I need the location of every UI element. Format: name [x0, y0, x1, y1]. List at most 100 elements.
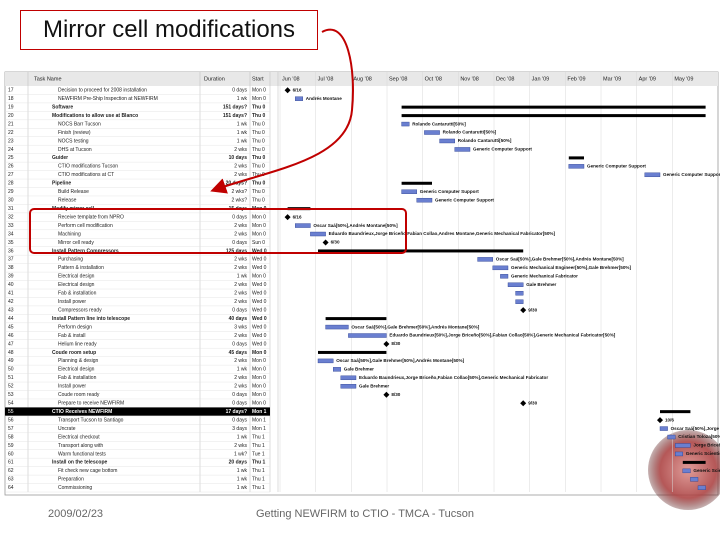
- task-bar: [492, 265, 509, 271]
- month-label: Jul '08: [318, 76, 334, 82]
- task-bar: [644, 172, 661, 178]
- month-label: Jun '08: [282, 76, 300, 82]
- task-duration: 3 days: [232, 426, 247, 432]
- selected-row: [5, 407, 270, 416]
- task-id: 46: [8, 333, 14, 339]
- task-start: Wed 0: [252, 341, 267, 347]
- task-id: 63: [8, 477, 14, 483]
- task-name: NEWFIRM Pre-Ship Inspection at NEWFIRM: [58, 96, 158, 102]
- task-start: Thu 1: [252, 443, 265, 449]
- task-id: 51: [8, 375, 14, 381]
- task-start: Thu 0: [252, 130, 265, 136]
- task-name: CTIO modifications Tucson: [58, 164, 118, 170]
- task-duration: 2 wks: [234, 265, 247, 271]
- resource-label: Generic Scientist: [693, 468, 720, 473]
- task-id: 35: [8, 240, 14, 246]
- task-start: Thu 0: [252, 138, 265, 144]
- task-duration: 2 wks: [234, 384, 247, 390]
- resource-label: 6/30: [331, 240, 340, 245]
- task-start: Thu 0: [252, 104, 266, 110]
- task-duration: 1 wk: [237, 130, 248, 136]
- milestone: [657, 417, 663, 424]
- task-id: 26: [8, 164, 14, 170]
- month-label: Aug '08: [353, 76, 371, 82]
- task-start: Mon 0: [252, 231, 266, 237]
- resource-label: Oscar Saá[50%],Jorge Briceño[50%]: [671, 426, 720, 431]
- task-id: 53: [8, 392, 14, 398]
- task-id: 25: [8, 155, 14, 161]
- task-id: 62: [8, 468, 14, 474]
- task-bar: [568, 164, 585, 169]
- task-start: Wed 0: [252, 282, 267, 288]
- task-start: Thu 1: [252, 434, 265, 440]
- resource-label: Oscar Saá[50%],Gale Brehmer[50%],Andrés …: [336, 358, 464, 363]
- task-duration: 2 wks: [234, 333, 247, 339]
- task-id: 59: [8, 443, 14, 449]
- task-id: 33: [8, 223, 14, 229]
- summary-bar: [401, 114, 706, 118]
- task-duration: 2 wks: [234, 299, 247, 305]
- task-start: Thu 0: [252, 147, 265, 153]
- task-name: Electrical design: [58, 282, 95, 288]
- task-duration: 1 wk: [237, 477, 248, 483]
- task-id: 20: [8, 113, 14, 119]
- callout-arrow: [210, 28, 354, 194]
- task-id: 30: [8, 198, 14, 204]
- task-name: Install power: [58, 384, 86, 390]
- task-name: CTIO Receives NEWFIRM: [52, 409, 112, 415]
- task-id: 49: [8, 358, 14, 364]
- task-name: Install Pattern Compressors: [52, 248, 119, 254]
- task-start: Wed 0: [252, 316, 267, 322]
- task-duration: 1 wk: [237, 367, 248, 373]
- task-start: Mon 0: [252, 88, 266, 94]
- task-duration: 0 days: [232, 307, 247, 313]
- task-bar: [401, 121, 410, 127]
- task-name: Mirror cell ready: [58, 240, 94, 246]
- task-id: 28: [8, 181, 14, 187]
- resource-label: Andrés Montane: [306, 96, 342, 101]
- task-start: Mon 0: [252, 392, 266, 398]
- resource-label: Rolando Cantarutti[50%]: [443, 130, 497, 135]
- task-duration: 2 wks?: [231, 198, 247, 204]
- task-start: Mon 0: [252, 358, 266, 364]
- task-start: Thu 0: [252, 121, 265, 127]
- resource-label: 10/6: [665, 417, 674, 422]
- summary-bar: [325, 317, 387, 321]
- task-bar: [295, 96, 304, 101]
- task-start: Mon 1: [252, 417, 266, 423]
- task-name: Fab & installation: [58, 375, 97, 381]
- resource-label: Generic Mechanical Fabricator: [511, 274, 578, 279]
- task-duration: 20 days: [229, 460, 248, 466]
- task-bar: [317, 358, 334, 364]
- task-bar: [310, 231, 326, 237]
- task-id: 58: [8, 434, 14, 440]
- milestone: [284, 87, 291, 94]
- task-start: Mon 0: [252, 375, 266, 381]
- task-start: Wed 0: [252, 257, 267, 263]
- highlight-box: [29, 208, 407, 254]
- task-duration: 2 wks: [234, 291, 247, 297]
- task-id: 45: [8, 324, 14, 330]
- task-duration: 2 wks: [234, 164, 247, 170]
- resource-label: Gale Brehmer: [526, 282, 556, 287]
- task-name: Fit check new cage bottom: [58, 468, 117, 474]
- task-id: 34: [8, 231, 14, 237]
- task-bar: [340, 375, 357, 381]
- summary-bar: [401, 105, 706, 109]
- task-duration: 0 days: [232, 240, 247, 246]
- task-name: Commissioning: [58, 485, 92, 491]
- task-bar: [675, 451, 684, 457]
- task-id: 32: [8, 214, 14, 220]
- task-name: Electrical design: [58, 274, 95, 280]
- task-start: Thu 0: [252, 155, 266, 161]
- task-duration: 2 wks: [234, 172, 247, 178]
- month-label: May '09: [674, 76, 693, 82]
- task-id: 31: [8, 206, 14, 212]
- task-bar: [682, 468, 691, 474]
- task-name: Coude room setup: [52, 350, 96, 356]
- task-start: Mon 0: [252, 401, 266, 407]
- task-id: 19: [8, 104, 14, 110]
- task-bar: [675, 443, 691, 448]
- task-id: 60: [8, 451, 14, 457]
